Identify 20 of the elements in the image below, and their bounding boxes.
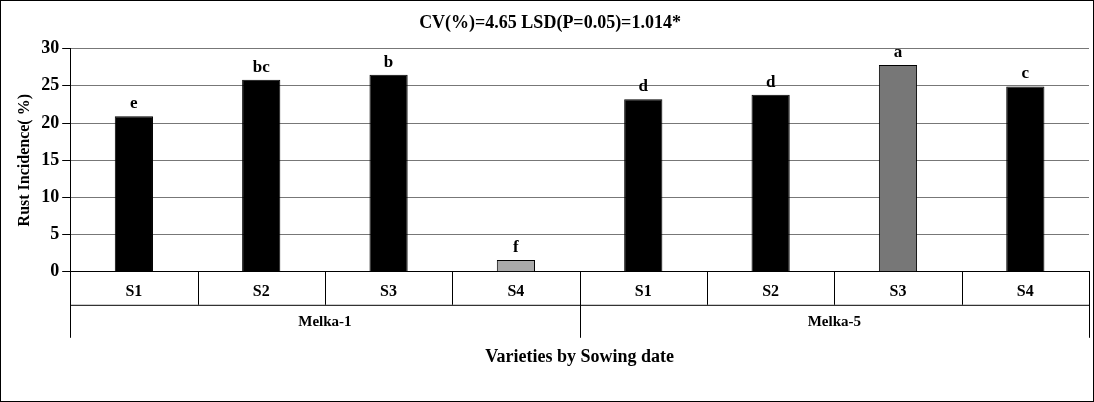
data-label: c (1021, 63, 1030, 83)
y-tick-label: 30 (41, 37, 60, 58)
y-tick-label: 0 (50, 260, 60, 281)
data-label: b (383, 51, 394, 71)
y-tick-label: 10 (41, 186, 60, 207)
chart-title: CV(%)=4.65 LSD(P=0.05)=1.014* (419, 12, 681, 34)
y-tick-label: 20 (41, 111, 60, 132)
data-label: f (513, 236, 520, 256)
data-label: a (893, 41, 903, 61)
data-label: d (638, 76, 649, 96)
y-tick-label: 15 (41, 148, 60, 169)
y-tick-label: 5 (50, 223, 60, 244)
y-axis-title: Rust Incidence( %) (14, 93, 33, 227)
data-label: bc (252, 56, 271, 76)
y-tick-label: 25 (41, 74, 60, 95)
x-axis-title: Varieties by Sowing date (485, 346, 675, 367)
text: Melka-1 (298, 312, 352, 329)
data-label: e (130, 93, 139, 113)
text: Melka-5 (807, 312, 861, 329)
data-label: d (765, 71, 776, 91)
